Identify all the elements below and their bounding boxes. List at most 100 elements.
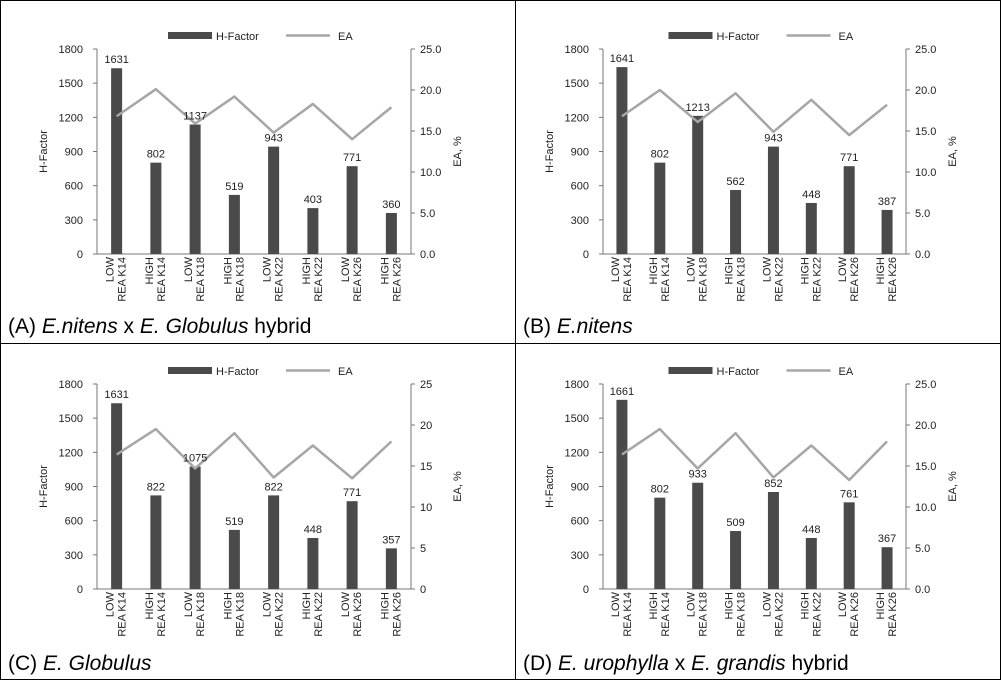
legend-line-label: EA [338,366,353,378]
x-tick-label: LOW REA K14 [610,591,634,636]
x-tick-label-line1: LOW [686,591,698,617]
y-tick-label-left: 1200 [565,112,589,124]
y-tick-label-left: 600 [65,181,83,193]
caption-part: x [668,652,692,675]
border-left [0,0,1,680]
bar-data-label: 1661 [610,386,634,398]
x-tick-label-line1: HIGH [222,257,234,285]
y-tick-label-right: 15.0 [420,126,441,138]
bar [150,162,162,254]
x-tick-label-line2: REA K22 [274,592,286,637]
bar [307,537,319,589]
bar [843,502,855,589]
x-tick-label-line2: REA K26 [849,592,861,637]
x-tick-label: HIGH REA K22 [799,257,823,302]
y-axis-title-right: EA, % [452,471,464,502]
x-tick-label-line1: HIGH [648,257,660,285]
y-tick-label-right: 5.0 [915,208,930,220]
y-tick-label-left: 600 [571,181,589,193]
y-tick-label-right: 15.0 [915,126,936,138]
x-tick-label-line2: REA K18 [234,592,246,637]
x-tick-label-line1: HIGH [875,257,887,285]
y-tick-label-right: 15 [420,461,432,473]
x-tick-label-line2: REA K18 [195,257,207,302]
y-tick-label-left: 0 [77,249,83,261]
bar-data-label: 933 [689,469,707,481]
x-tick-label-line1: HIGH [799,257,811,285]
bar-data-label: 367 [878,533,896,545]
bar [767,146,779,254]
bar-data-label: 448 [304,524,322,536]
y-tick-label-left: 300 [571,550,589,562]
x-tick-label: LOW REA K18 [686,591,710,636]
bar-data-label: 509 [726,517,744,529]
x-tick-label-line2: REA K18 [736,257,748,302]
y-tick-label-left: 1800 [59,44,83,56]
bar-data-label: 562 [726,176,744,188]
caption-part: E.nitens [556,315,633,338]
panel-caption: (C) E. Globulus [8,652,152,676]
bar [228,194,240,254]
legend-line-label: EA [839,366,854,378]
x-tick-label-line1: HIGH [301,257,313,285]
bar [616,67,628,254]
x-tick-label-line1: LOW [105,591,117,617]
bar [767,491,779,589]
y-tick-label-left: 0 [77,584,83,596]
bar-data-label: 1631 [104,389,128,401]
bar [228,529,240,589]
x-tick-label-line1: HIGH [724,592,736,620]
x-tick-label: LOW REA K14 [105,591,129,636]
bar-data-label: 802 [147,149,165,161]
y-tick-label-left: 300 [571,215,589,227]
x-tick-label-line2: REA K18 [195,592,207,637]
x-tick-label: HIGH REA K18 [724,257,748,302]
x-tick-label: LOW REA K18 [686,256,710,301]
y-tick-label-left: 1500 [565,413,589,425]
y-tick-label-right: 10.0 [915,502,936,514]
y-axis-title-left: H-Factor [38,465,50,508]
y-tick-label-right: 25.0 [915,44,936,56]
x-tick-label-line1: LOW [340,591,352,617]
bar [346,501,358,589]
bar [843,166,855,254]
y-axis-title-left: H-Factor [544,465,556,508]
x-tick-label-line1: LOW [262,256,274,282]
caption-part: x [117,315,140,338]
x-tick-label-line1: LOW [686,256,698,282]
x-tick-label-line2: REA K26 [352,592,364,637]
bar [881,547,893,589]
x-tick-label-line1: LOW [262,591,274,617]
y-tick-label-right: 20.0 [915,85,936,97]
x-tick-label-line2: REA K22 [313,257,325,302]
legend-bar-swatch [668,367,713,374]
x-tick-label: HIGH REA K22 [301,257,325,302]
bar [805,537,817,589]
x-tick-label-line1: HIGH [379,592,391,620]
caption-part: E. urophylla [558,652,669,675]
y-tick-label-left: 1200 [565,447,589,459]
x-tick-label-line2: REA K26 [391,257,403,302]
caption-part: hybrid [248,315,312,338]
x-tick-label: LOW REA K26 [340,256,364,301]
x-tick-label-line1: HIGH [301,592,313,620]
x-tick-label-line1: LOW [610,591,622,617]
bar-data-label: 771 [840,152,858,164]
legend-line-label: EA [338,31,353,43]
ea-line [115,427,393,480]
border-top [0,0,1001,1]
x-tick-label: LOW REA K22 [761,591,785,636]
legend-bar-label: H-Factor [216,31,259,43]
bar-data-label: 448 [802,524,820,536]
x-tick-label-line2: REA K22 [313,592,325,637]
x-tick-label: LOW REA K22 [761,256,785,301]
x-tick-label-line2: REA K14 [156,592,168,637]
chart-svg: H-Factor EA 0 300 600 900 1200 1500 1800 0.0 5.0 10… [38,31,464,302]
bar-data-label: 387 [878,196,896,208]
bar-data-label: 822 [147,481,165,493]
y-tick-label-right: 20.0 [915,420,936,432]
divider-horizontal [0,343,1001,344]
bar [150,495,162,589]
x-tick-label-line2: REA K14 [660,257,672,302]
